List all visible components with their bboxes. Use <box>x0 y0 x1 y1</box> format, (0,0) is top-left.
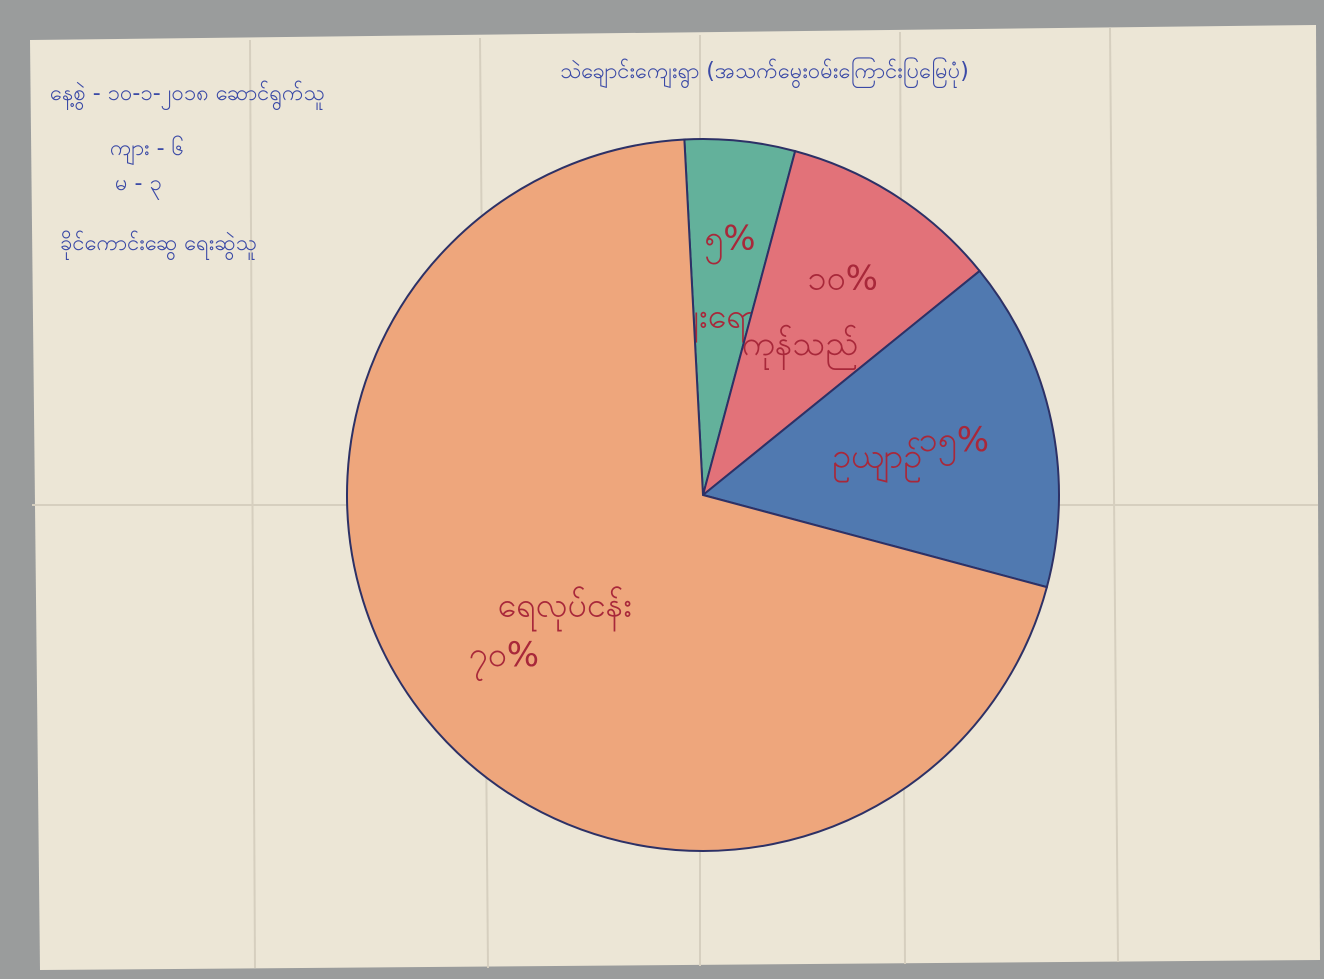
slice-label: ကုန်သည် <box>742 324 859 370</box>
annotation: နေ့စွဲ - ၁၀-၁-၂၀၁၈ ဆောင်ရွက်သူ <box>50 80 325 111</box>
value-label: ၇၀% <box>469 635 540 681</box>
slice-label: ဥယျာဉ် <box>832 436 922 482</box>
value-label: ၁၀% <box>807 259 878 299</box>
slice-label: ရေလုပ်ငန်း <box>497 586 631 632</box>
annotation: ကျား - ၆ <box>110 135 184 165</box>
chart-title: သဲချောင်းကျေးရွာ (အသက်မွေးဝမ်းကြောင်းပြမ… <box>560 57 969 89</box>
pie-slice <box>346 138 1049 852</box>
value-label: ၁၅% <box>918 420 989 466</box>
annotation: မ - ၃ <box>115 171 162 200</box>
pie-slice <box>700 269 1060 589</box>
pie-slice <box>701 149 982 498</box>
value-label: ၅% <box>704 219 755 265</box>
annotation: ခိုင်ကောင်းဆွေ ရေးဆွဲသူ <box>60 230 257 261</box>
